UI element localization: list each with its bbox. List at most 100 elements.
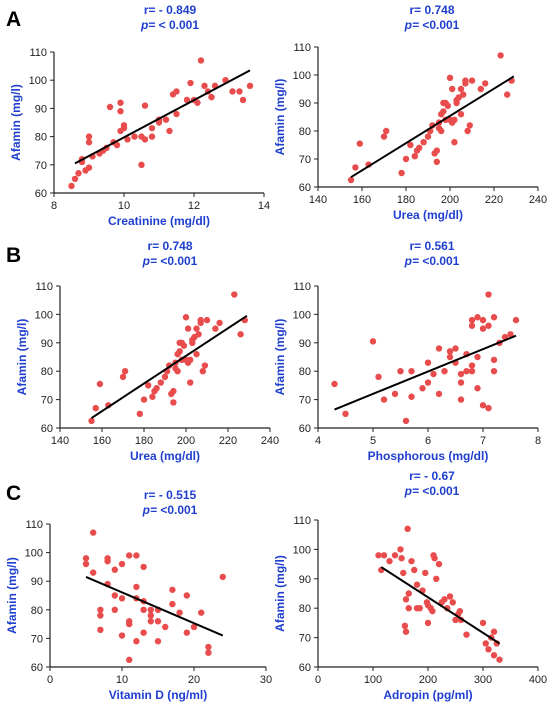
data-point (466, 122, 473, 129)
data-point (468, 77, 476, 84)
x-axis-label: Phosphorous (mg/dl) (368, 449, 489, 463)
data-point (88, 417, 95, 425)
data-point (197, 319, 204, 327)
y-tick-label: 60 (41, 423, 53, 435)
data-point (413, 605, 421, 612)
data-point (187, 379, 194, 386)
data-point (90, 569, 97, 576)
data-point (154, 618, 162, 625)
data-point (451, 139, 458, 146)
data-point (490, 652, 498, 659)
data-point (197, 57, 205, 64)
y-tick-label: 100 (293, 544, 311, 556)
data-point (82, 560, 90, 568)
data-point (485, 404, 492, 412)
data-point (424, 359, 432, 366)
data-point (457, 85, 465, 93)
data-point (497, 52, 504, 59)
data-point (111, 566, 119, 573)
data-point (205, 649, 212, 656)
data-point (452, 616, 459, 624)
regression-line (90, 314, 248, 419)
data-point (386, 557, 393, 565)
data-point (457, 111, 465, 118)
y-tick-label: 60 (299, 662, 311, 674)
data-point (117, 99, 124, 106)
data-point (140, 563, 147, 571)
data-point (404, 525, 411, 533)
y-axis-label: Afamin (mg/l) (273, 79, 287, 156)
data-point (457, 379, 465, 386)
y-tick-label: 80 (299, 366, 311, 378)
scatter-afamin-vs-adropin: r= - 0.67p= <0.001 60 70 80 90 100 110 0 100 200 3… (273, 469, 547, 702)
y-tick-label: 60 (299, 423, 311, 435)
data-point (141, 102, 149, 109)
data-point (141, 136, 149, 143)
regression-line (380, 566, 501, 645)
data-point (97, 606, 104, 613)
data-point (429, 607, 436, 615)
stat-r-value: r= 0.561 (409, 239, 454, 253)
data-point (195, 331, 202, 338)
data-point (375, 552, 382, 559)
data-point (138, 161, 145, 168)
y-tick-label: 90 (299, 98, 311, 110)
data-point (422, 569, 429, 577)
data-point (408, 368, 415, 375)
x-tick-label: 7 (480, 435, 486, 447)
data-point (383, 127, 390, 135)
data-point (446, 593, 454, 600)
x-tick-label: 6 (425, 435, 431, 447)
data-point (117, 108, 124, 115)
data-point (124, 136, 131, 143)
x-tick-label: 10 (118, 200, 130, 212)
y-tick-label: 60 (35, 188, 47, 200)
data-point (126, 552, 133, 559)
data-point (433, 575, 440, 582)
data-point (474, 353, 481, 361)
x-tick-label: 10 (116, 674, 128, 686)
y-tick-label: 70 (35, 160, 47, 172)
data-point (400, 569, 407, 577)
x-tick-label: 14 (258, 200, 270, 212)
data-point (136, 410, 143, 417)
data-point (203, 316, 211, 324)
data-point (416, 144, 423, 151)
x-tick-label: 8 (51, 200, 57, 212)
x-tick-label: 8 (535, 435, 541, 447)
data-point (479, 402, 487, 409)
data-point (408, 393, 415, 400)
data-point (166, 127, 173, 135)
data-point (118, 560, 126, 568)
data-point (419, 385, 426, 392)
data-point (148, 124, 156, 132)
data-point (118, 595, 126, 602)
data-point (380, 396, 388, 403)
data-point (133, 583, 140, 591)
data-point (199, 368, 206, 375)
data-point (180, 342, 188, 349)
data-point (462, 80, 469, 87)
y-tick-label: 100 (293, 70, 311, 82)
data-point (411, 153, 418, 160)
data-point (147, 612, 154, 619)
data-point (356, 140, 363, 147)
y-tick-label: 100 (35, 309, 53, 321)
data-point (92, 404, 99, 412)
data-point (441, 368, 448, 375)
data-point (193, 325, 200, 332)
y-tick-label: 110 (25, 519, 43, 531)
data-point (331, 380, 338, 388)
data-point (147, 606, 154, 613)
data-point (482, 80, 489, 87)
data-point (485, 291, 492, 298)
y-tick-label: 100 (293, 309, 311, 321)
stat-r-value: r= 0.748 (409, 3, 454, 17)
data-point (131, 133, 138, 140)
data-point (194, 99, 201, 106)
data-point (126, 656, 133, 664)
data-point (184, 325, 192, 332)
y-axis-label: Afamin (mg/l) (273, 319, 287, 396)
data-point (153, 385, 160, 392)
